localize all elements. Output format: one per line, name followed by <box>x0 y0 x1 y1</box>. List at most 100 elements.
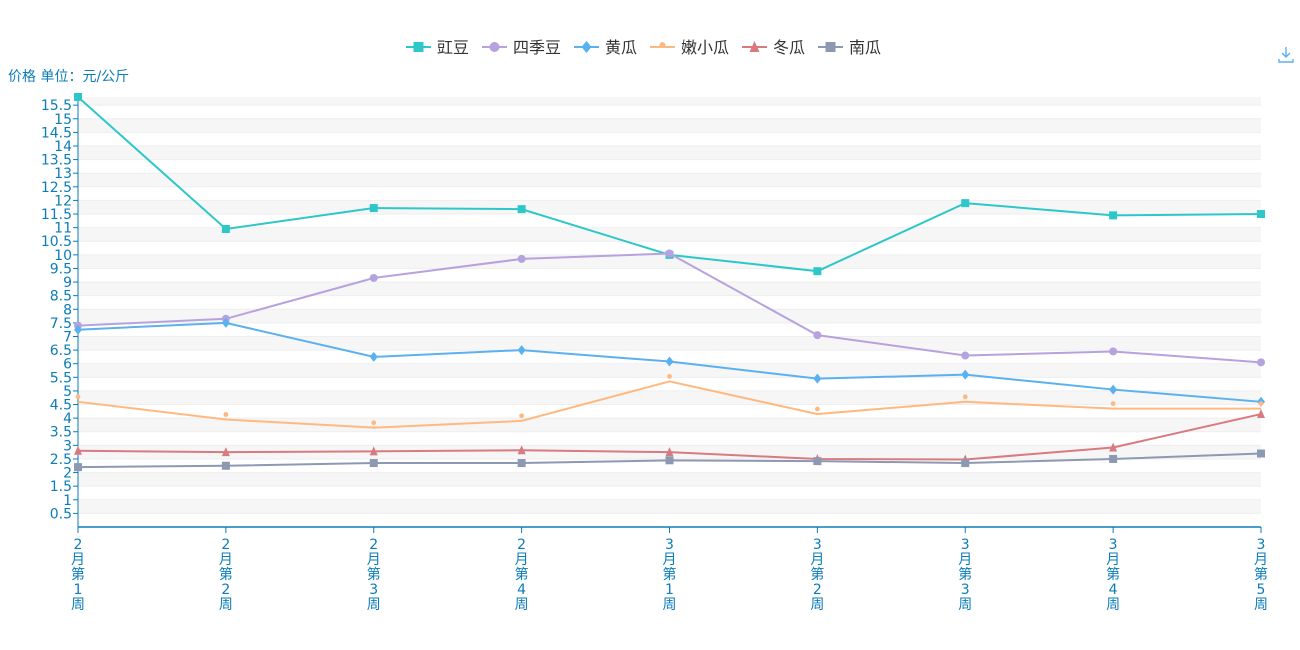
data-point[interactable] <box>962 394 968 400</box>
y-tick-label: 0.5 <box>50 506 72 522</box>
legend-item[interactable]: 冬瓜 <box>742 38 805 57</box>
data-point[interactable] <box>74 93 82 101</box>
y-tick-label: 13 <box>54 166 72 182</box>
legend-marker[interactable] <box>659 42 666 48</box>
data-point[interactable] <box>1109 347 1118 356</box>
grid-band <box>78 499 1261 514</box>
legend-marker[interactable] <box>825 42 836 52</box>
series-5 <box>74 449 1265 472</box>
grid-band <box>78 145 1261 160</box>
legend-item[interactable]: 南瓜 <box>818 38 881 57</box>
data-point[interactable] <box>221 461 230 470</box>
grid-band <box>78 404 1261 419</box>
x-tick-label: 2 月第 2 周 <box>219 537 233 613</box>
legend-marker[interactable] <box>749 41 760 52</box>
data-point[interactable] <box>517 345 526 356</box>
axes: 0.511.522.533.544.555.566.577.588.599.51… <box>41 97 1268 613</box>
data-point[interactable] <box>1109 384 1118 395</box>
y-tick-label: 2.5 <box>50 452 72 468</box>
legend-label: 四季豆 <box>513 38 561 57</box>
series-4 <box>74 409 1265 464</box>
download-icon[interactable] <box>1278 47 1294 63</box>
data-point[interactable] <box>961 369 970 380</box>
grid-band <box>78 105 1261 119</box>
data-point[interactable] <box>813 373 822 384</box>
grid-band <box>78 132 1261 146</box>
x-tick-label: 3 月第 3 周 <box>958 537 972 613</box>
data-point[interactable] <box>665 447 674 457</box>
grid-band <box>78 268 1261 283</box>
legend-item[interactable]: 豇豆 <box>406 38 469 57</box>
series-line <box>77 380 1261 429</box>
data-point[interactable] <box>74 463 82 472</box>
data-point[interactable] <box>813 331 822 340</box>
data-point[interactable] <box>1109 442 1118 452</box>
legend-label: 豇豆 <box>437 38 469 57</box>
grid-band <box>78 118 1261 133</box>
data-point[interactable] <box>1257 358 1265 367</box>
data-point[interactable] <box>221 224 230 233</box>
data-point[interactable] <box>961 459 970 468</box>
y-tick-label: 15.5 <box>41 98 72 114</box>
x-tick-label: 2 月第 3 周 <box>367 537 381 613</box>
y-tick-label: 13.5 <box>41 153 72 169</box>
data-point[interactable] <box>665 456 674 465</box>
legend-item[interactable]: 四季豆 <box>482 38 561 57</box>
data-point[interactable] <box>519 413 525 419</box>
data-point[interactable] <box>1257 210 1265 219</box>
grid-band <box>78 214 1261 228</box>
grid-band <box>78 472 1261 487</box>
grid-band <box>78 295 1261 310</box>
grid-band <box>78 431 1261 446</box>
data-point[interactable] <box>517 459 526 468</box>
data-point[interactable] <box>221 317 230 328</box>
data-point[interactable] <box>75 394 81 400</box>
data-point[interactable] <box>74 445 82 455</box>
data-point[interactable] <box>369 459 378 468</box>
legend-item[interactable]: 嫩小瓜 <box>650 38 729 57</box>
data-point[interactable] <box>369 446 378 456</box>
grid <box>78 97 1261 527</box>
grid-band <box>78 97 1261 106</box>
data-point[interactable] <box>1109 454 1118 463</box>
data-point[interactable] <box>667 373 672 379</box>
data-point[interactable] <box>369 273 378 282</box>
legend-marker[interactable] <box>489 42 500 52</box>
grid-band <box>78 390 1261 405</box>
data-point[interactable] <box>371 420 377 426</box>
data-point[interactable] <box>665 249 674 258</box>
data-point[interactable] <box>74 324 82 335</box>
y-tick-label: 14 <box>54 139 72 155</box>
data-point[interactable] <box>517 254 526 263</box>
data-point[interactable] <box>813 457 822 466</box>
grid-band <box>78 173 1261 187</box>
y-tick-label: 1 <box>63 493 72 509</box>
data-point[interactable] <box>1110 401 1116 407</box>
data-point[interactable] <box>665 356 674 367</box>
data-point[interactable] <box>517 205 526 214</box>
data-point[interactable] <box>517 445 526 455</box>
data-point[interactable] <box>961 199 970 208</box>
data-point[interactable] <box>1257 449 1265 458</box>
y-tick-label: 10 <box>54 248 72 264</box>
data-point[interactable] <box>223 412 229 417</box>
legend-marker[interactable] <box>581 41 592 53</box>
data-point[interactable] <box>1258 401 1264 407</box>
grid-band <box>78 282 1261 296</box>
data-point[interactable] <box>814 406 820 412</box>
legend[interactable]: 豇豆 四季豆 黄瓜 嫩小瓜 冬瓜 南瓜 <box>406 38 881 57</box>
data-point[interactable] <box>1257 409 1265 419</box>
grid-band <box>78 486 1261 500</box>
data-point[interactable] <box>1109 211 1118 220</box>
legend-item[interactable]: 黄瓜 <box>574 38 637 57</box>
legend-marker[interactable] <box>413 42 424 52</box>
data-point[interactable] <box>961 351 970 360</box>
y-tick-label: 4 <box>63 411 72 427</box>
data-point[interactable] <box>221 447 230 457</box>
x-tick-label: 3 月第 4 周 <box>1106 537 1120 613</box>
data-point[interactable] <box>369 351 378 362</box>
y-tick-label: 8.5 <box>50 289 72 305</box>
data-point[interactable] <box>813 267 822 276</box>
x-tick-label: 3 月第 1 周 <box>663 537 677 613</box>
data-point[interactable] <box>369 204 378 213</box>
